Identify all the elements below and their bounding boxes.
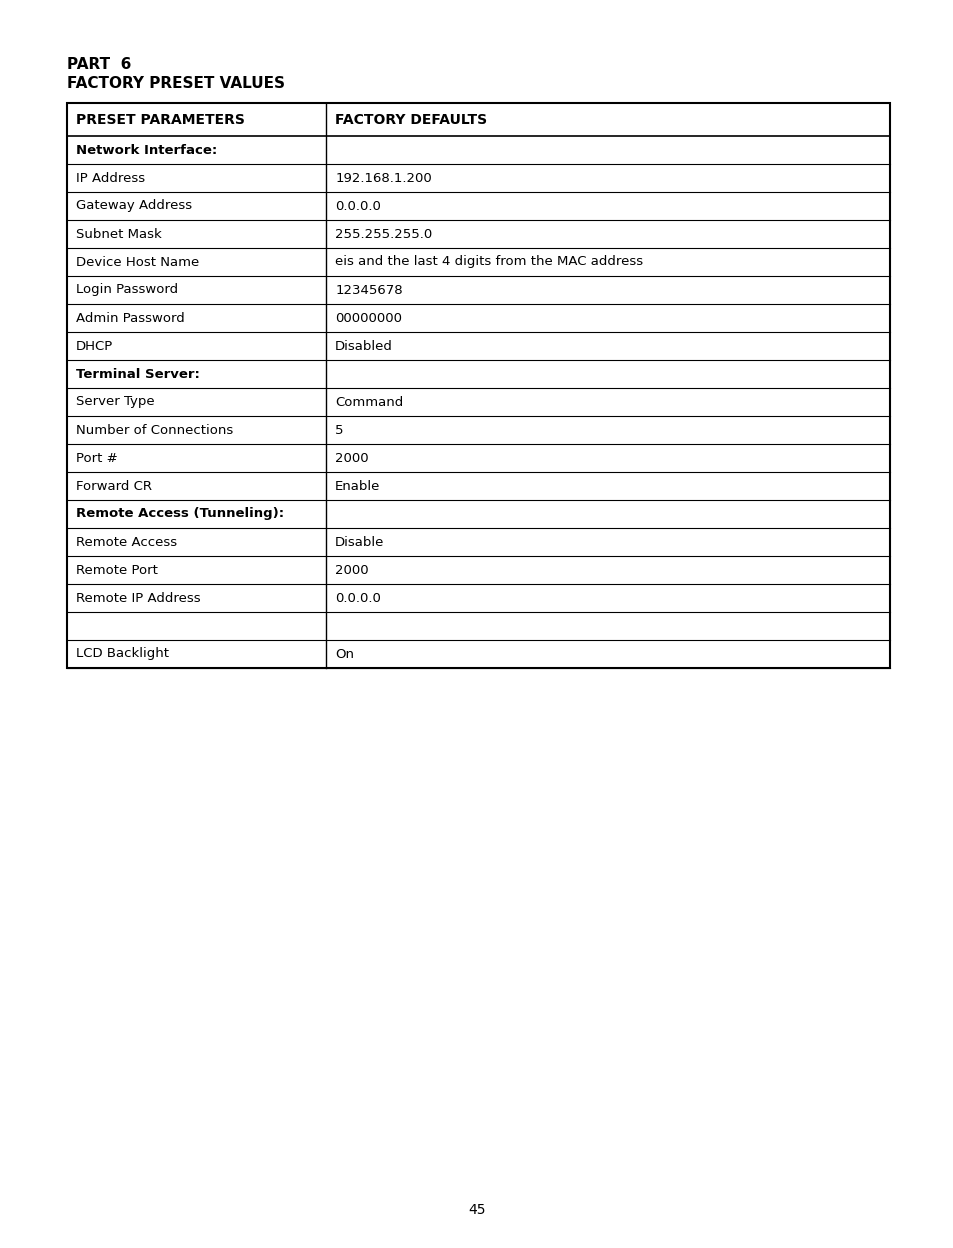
Text: Remote Access: Remote Access — [76, 535, 177, 549]
Text: Gateway Address: Gateway Address — [76, 200, 192, 212]
Text: Forward CR: Forward CR — [76, 479, 152, 493]
Text: Login Password: Login Password — [76, 283, 178, 297]
Text: 00000000: 00000000 — [335, 312, 402, 324]
Text: IP Address: IP Address — [76, 171, 145, 185]
Text: 45: 45 — [468, 1203, 485, 1217]
Text: eis and the last 4 digits from the MAC address: eis and the last 4 digits from the MAC a… — [335, 256, 642, 268]
Text: 12345678: 12345678 — [335, 283, 402, 297]
Text: FACTORY DEFAULTS: FACTORY DEFAULTS — [335, 112, 487, 126]
Text: 5: 5 — [335, 423, 343, 437]
Text: 2000: 2000 — [335, 452, 369, 464]
Text: 255.255.255.0: 255.255.255.0 — [335, 227, 432, 241]
Text: FACTORY PRESET VALUES: FACTORY PRESET VALUES — [67, 76, 285, 91]
Text: 2000: 2000 — [335, 564, 369, 577]
Text: Device Host Name: Device Host Name — [76, 256, 199, 268]
Text: On: On — [335, 648, 354, 660]
Text: Command: Command — [335, 396, 403, 408]
Bar — [67, 104, 889, 668]
Text: Disable: Disable — [335, 535, 384, 549]
Text: Remote Port: Remote Port — [76, 564, 157, 577]
Text: DHCP: DHCP — [76, 339, 113, 352]
Text: 0.0.0.0: 0.0.0.0 — [335, 592, 380, 604]
Text: Admin Password: Admin Password — [76, 312, 185, 324]
Text: Remote Access (Tunneling):: Remote Access (Tunneling): — [76, 508, 284, 520]
Text: Subnet Mask: Subnet Mask — [76, 227, 162, 241]
Text: Enable: Enable — [335, 479, 380, 493]
Text: Server Type: Server Type — [76, 396, 154, 408]
Text: Port #: Port # — [76, 452, 117, 464]
Text: Network Interface:: Network Interface: — [76, 144, 217, 156]
Text: Remote IP Address: Remote IP Address — [76, 592, 200, 604]
Text: PART  6: PART 6 — [67, 57, 132, 72]
Text: Disabled: Disabled — [335, 339, 393, 352]
Text: 192.168.1.200: 192.168.1.200 — [335, 171, 432, 185]
Text: LCD Backlight: LCD Backlight — [76, 648, 169, 660]
Text: Number of Connections: Number of Connections — [76, 423, 233, 437]
Text: Terminal Server:: Terminal Server: — [76, 367, 200, 381]
Text: 0.0.0.0: 0.0.0.0 — [335, 200, 380, 212]
Text: PRESET PARAMETERS: PRESET PARAMETERS — [76, 112, 245, 126]
